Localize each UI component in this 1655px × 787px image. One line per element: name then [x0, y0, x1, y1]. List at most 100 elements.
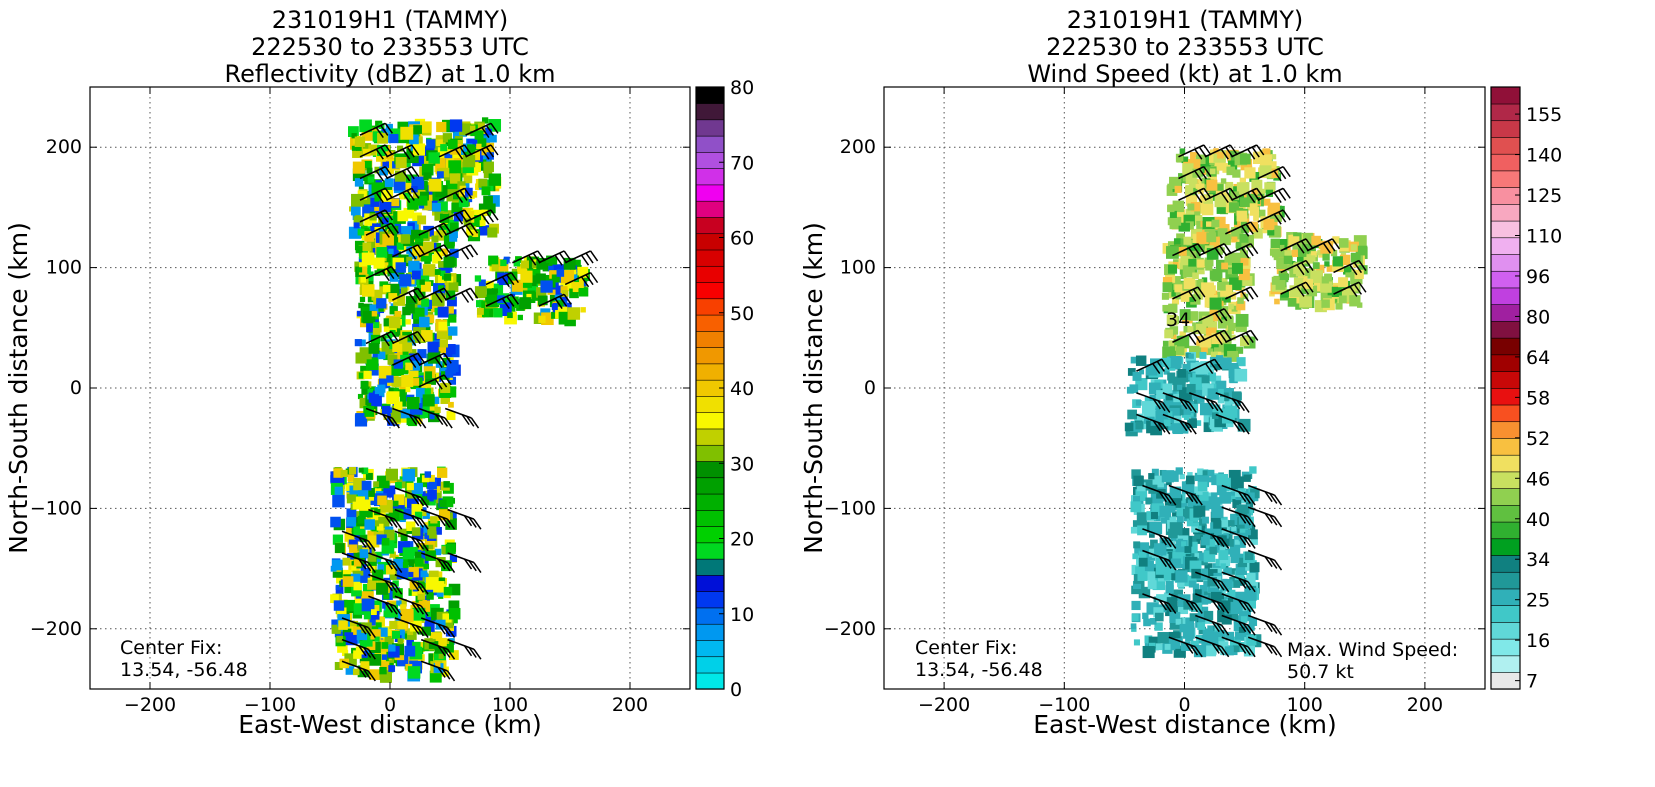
swath-cell	[1357, 302, 1363, 308]
swath-cell	[391, 376, 402, 387]
swath-cell	[1250, 488, 1260, 499]
swath-cell	[1209, 297, 1222, 310]
wind-barb-flag	[1245, 332, 1254, 343]
swath-cell	[408, 571, 414, 578]
swath-cell	[1239, 177, 1246, 184]
wind-barb-flag	[1194, 494, 1203, 506]
swath-cell	[1130, 356, 1138, 364]
swath-cell	[348, 466, 357, 475]
swath-cell	[1259, 154, 1272, 167]
swath-cell	[367, 553, 377, 562]
wind-barb-flag	[443, 374, 452, 386]
wind-barb-flag	[413, 415, 422, 427]
swath-cell	[401, 367, 409, 375]
wind-barb-flag	[358, 645, 367, 657]
swath-cell	[1246, 199, 1258, 211]
swath-cell	[402, 342, 413, 353]
swath-cell	[1190, 403, 1199, 412]
colorbar-swatch	[695, 623, 725, 641]
swath-cell	[1220, 600, 1231, 611]
swath-cell	[1239, 153, 1251, 165]
swath-cell	[442, 357, 451, 366]
wind-barb-flag	[1238, 642, 1247, 654]
wind-barb-flag	[384, 144, 393, 156]
swath-cell	[462, 161, 474, 174]
colorbar-swatch	[695, 639, 725, 658]
swath-cell	[469, 125, 476, 131]
swath-cell	[360, 568, 371, 578]
swath-cell	[334, 543, 345, 554]
swath-cell	[1350, 244, 1357, 251]
swath-cell	[1131, 585, 1140, 595]
swath-cell	[483, 195, 493, 206]
swath-cell	[402, 547, 415, 560]
swath-cell	[361, 129, 373, 141]
swath-cell	[1189, 613, 1198, 622]
swath-cell	[446, 411, 456, 421]
swath-cell	[1234, 400, 1241, 407]
swath-cell	[420, 230, 429, 239]
colorbar-swatch	[695, 233, 725, 251]
swath-cell	[1227, 269, 1233, 275]
wind-barb-flag	[468, 647, 477, 658]
wind-barb-flag	[1185, 642, 1194, 654]
swath-cell	[443, 140, 450, 147]
wind-barb-flag	[1223, 329, 1232, 341]
colorbar-swatch	[695, 428, 725, 446]
swath-cell	[392, 580, 399, 587]
swath-cell	[1303, 254, 1314, 264]
swath-cell	[476, 143, 482, 150]
wind-barb-flag	[381, 335, 390, 347]
wind-barb-flag	[1185, 599, 1194, 611]
swath-cell	[1197, 481, 1208, 492]
swath-cell	[358, 257, 364, 263]
colorbar-swatch	[695, 395, 725, 414]
wind-barb-flag	[415, 517, 425, 528]
swath-cell	[443, 273, 452, 281]
swath-cell	[446, 333, 453, 340]
swath-cell	[1221, 262, 1229, 270]
wind-barb-flag	[442, 668, 451, 680]
wind-speed-panel: 231019H1 (TAMMY) 222530 to 233553 UTC Wi…	[799, 6, 1562, 739]
colorbar-swatch	[1490, 638, 1521, 657]
swath-cell	[1268, 168, 1278, 179]
wind-barb-flag	[390, 222, 399, 234]
wind-barb-flag	[1157, 400, 1166, 412]
swath-cell	[1179, 331, 1186, 338]
wind-barb-flag	[537, 250, 546, 262]
swath-cell	[414, 551, 422, 559]
swath-cell	[1204, 528, 1211, 535]
wind-barb-flag	[585, 252, 594, 264]
swath-cell	[1238, 603, 1247, 612]
swath-cell	[432, 633, 438, 639]
swath-cell	[335, 586, 344, 594]
swath-cell	[1213, 520, 1222, 529]
swath-cell	[1185, 553, 1191, 559]
wind-center-fix-label: Center Fix:	[915, 637, 1017, 659]
swath-cell	[1250, 537, 1258, 545]
wind-barb-flag	[1242, 622, 1251, 634]
swath-cell	[385, 332, 393, 339]
swath-cell	[438, 653, 444, 659]
swath-cell	[1249, 206, 1259, 216]
swath-cell	[1246, 573, 1256, 583]
swath-cell	[1195, 361, 1208, 375]
colorbar-swatch	[695, 119, 725, 137]
swath-cell	[1228, 595, 1238, 605]
swath-cell	[477, 308, 484, 315]
colorbar-swatch	[1490, 170, 1521, 188]
wind-barb-flag	[1161, 358, 1170, 370]
wind-barb-flag	[1273, 192, 1282, 203]
swath-cell	[471, 163, 482, 173]
swath-cell	[1202, 315, 1214, 327]
swath-cell	[1177, 579, 1185, 588]
swath-cell	[1217, 319, 1227, 329]
wind-34kt-contour-label: 34	[1166, 309, 1190, 331]
wind-barb-flag	[1349, 264, 1358, 276]
swath-cell	[1156, 594, 1165, 603]
swath-cell	[376, 523, 384, 531]
colorbar-tick-label: 16	[1526, 630, 1550, 652]
swath-cell	[1170, 350, 1180, 360]
swath-cell	[1349, 295, 1361, 307]
